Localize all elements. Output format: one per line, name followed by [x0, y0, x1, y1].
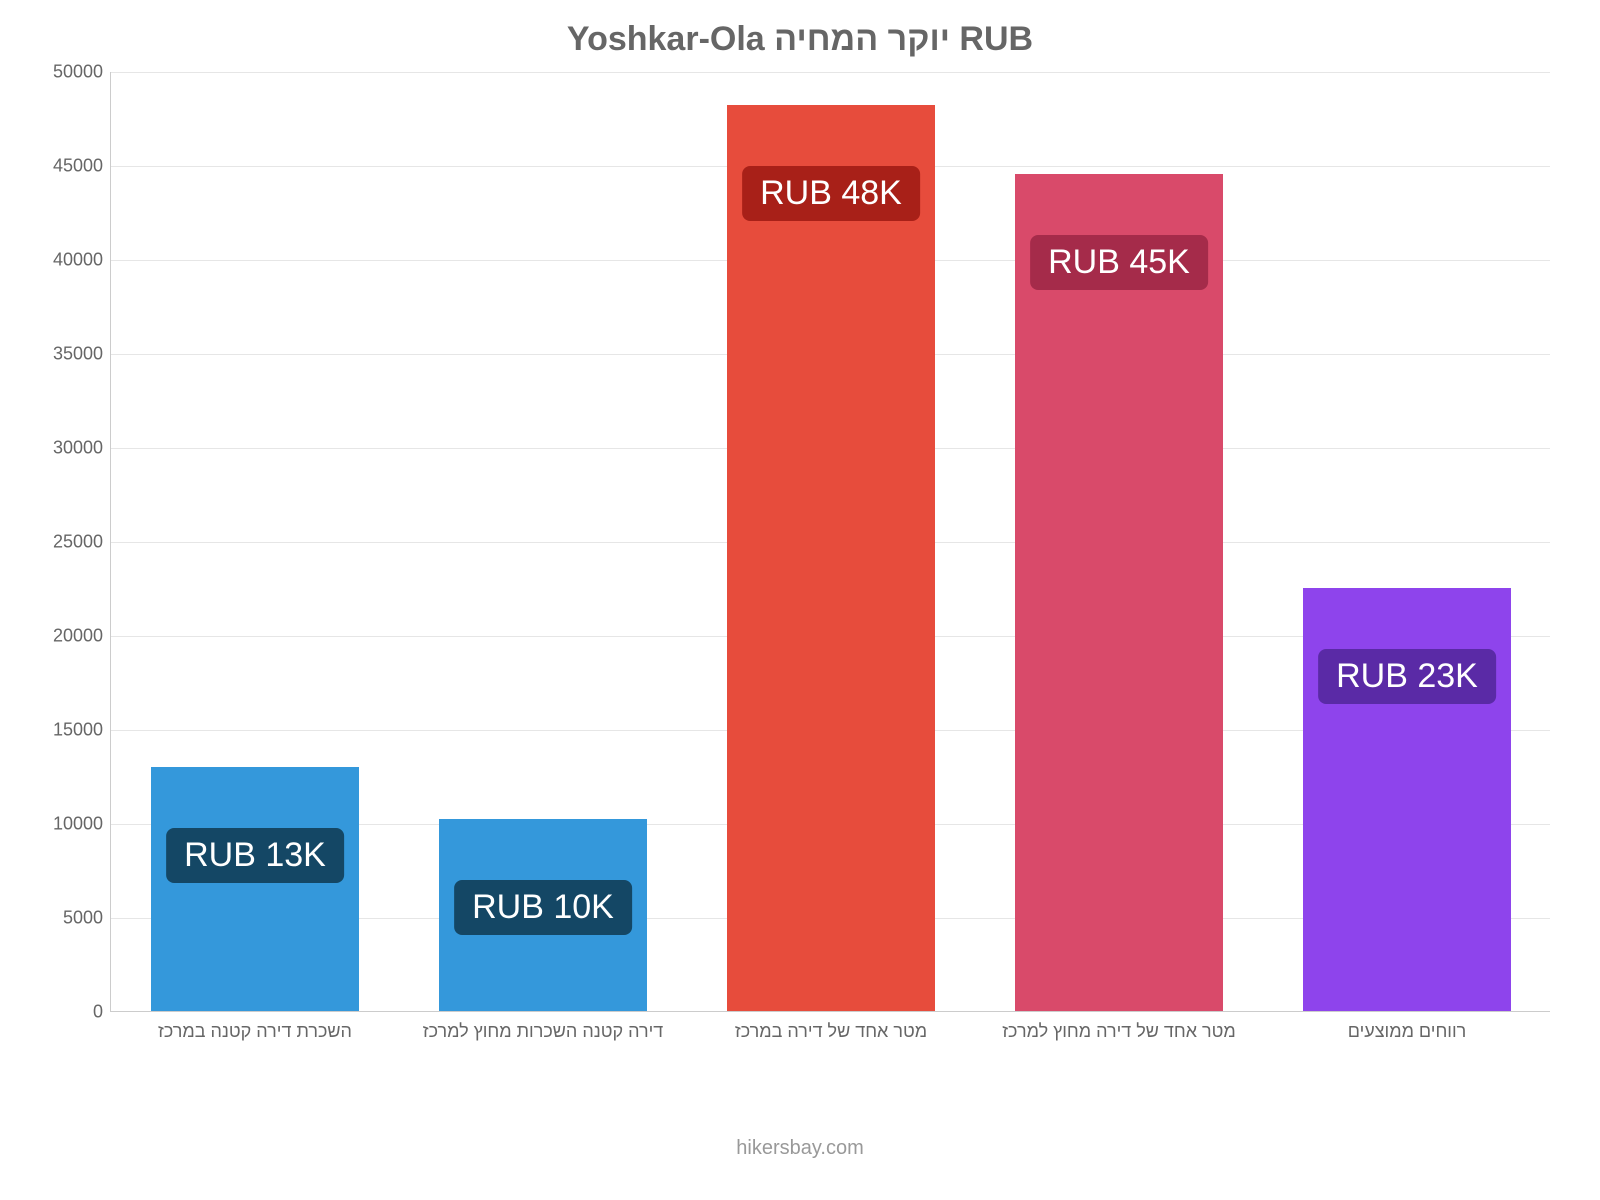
y-tick-label: 20000 [53, 626, 111, 647]
y-tick-label: 25000 [53, 532, 111, 553]
value-badge: RUB 48K [742, 166, 920, 221]
chart-container: Yoshkar-Ola יוקר המחיה RUB 0500010000150… [0, 0, 1600, 1200]
value-badge: RUB 23K [1318, 649, 1496, 704]
bar [151, 767, 358, 1011]
y-tick-label: 40000 [53, 250, 111, 271]
bar [727, 105, 934, 1011]
value-badge: RUB 45K [1030, 235, 1208, 290]
x-tick-label: רווחים ממוצעים [1348, 1011, 1467, 1042]
value-badge: RUB 13K [166, 828, 344, 883]
x-tick-label: השכרת דירה קטנה במרכז [158, 1011, 352, 1042]
y-tick-label: 45000 [53, 156, 111, 177]
x-tick-label: דירה קטנה השכרות מחוץ למרכז [423, 1011, 664, 1042]
y-tick-label: 50000 [53, 62, 111, 83]
value-badge: RUB 10K [454, 880, 632, 935]
y-tick-label: 35000 [53, 344, 111, 365]
x-tick-label: מטר אחד של דירה במרכז [735, 1011, 927, 1042]
y-tick-label: 10000 [53, 814, 111, 835]
y-tick-label: 5000 [63, 908, 111, 929]
grid-line [111, 72, 1550, 73]
chart-title: Yoshkar-Ola יוקר המחיה RUB [0, 20, 1600, 59]
x-tick-label: מטר אחד של דירה מחוץ למרכז [1002, 1011, 1236, 1042]
plot-area: 0500010000150002000025000300003500040000… [110, 72, 1550, 1012]
y-tick-label: 30000 [53, 438, 111, 459]
y-tick-label: 0 [93, 1002, 111, 1023]
bar [1015, 174, 1222, 1011]
y-tick-label: 15000 [53, 720, 111, 741]
chart-footer-credit: hikersbay.com [736, 1137, 863, 1160]
